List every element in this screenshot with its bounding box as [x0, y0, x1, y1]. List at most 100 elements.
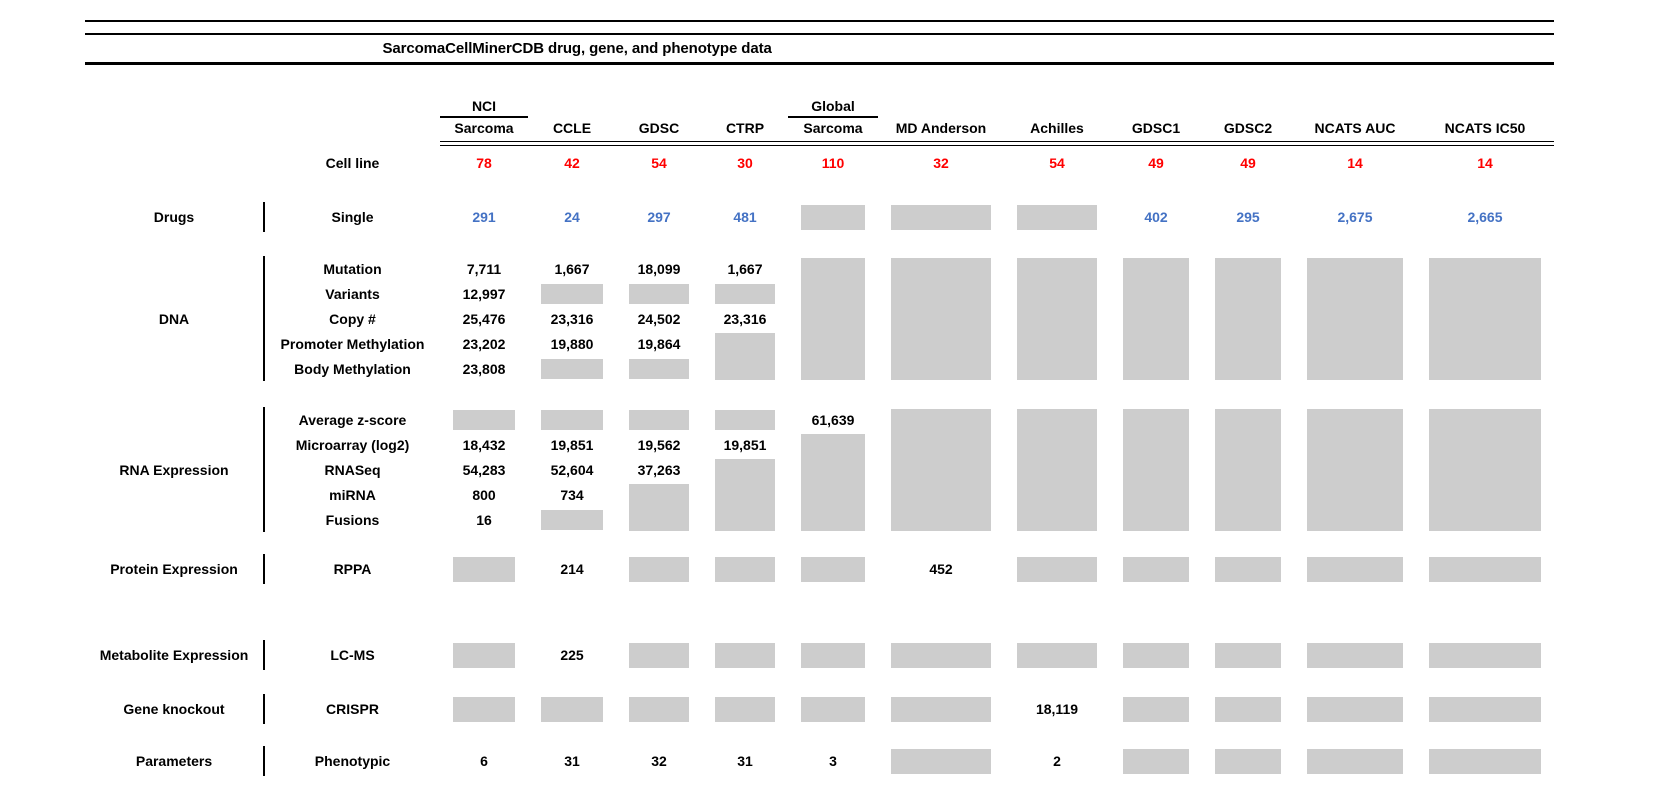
column-header-label: CTRP: [725, 120, 765, 137]
gray-box: [715, 556, 775, 582]
value-cell: 800: [472, 486, 496, 503]
row-label: Average z-score: [298, 411, 407, 428]
gray-box: [1429, 748, 1541, 774]
category-label: DNA: [85, 256, 265, 381]
title-row: SarcomaCellMinerCDB drug, gene, and phen…: [85, 35, 1554, 62]
gray-box: [801, 433, 865, 531]
column-header-label: GDSC1: [1131, 120, 1181, 137]
value-cell: 23,316: [723, 310, 767, 327]
gray-box: [629, 409, 689, 430]
value-cell: 54,283: [462, 461, 506, 478]
value-cell: 734: [560, 486, 584, 503]
gray-box: [1123, 257, 1189, 380]
gray-box: [629, 483, 689, 531]
column-header: Achilles: [1004, 120, 1110, 141]
gray-box: [1215, 257, 1281, 380]
row-label: Fusions: [325, 511, 380, 528]
cell-line-count: 49: [1148, 154, 1164, 171]
title-bottom-rule: [85, 62, 1554, 65]
column-header-top-label: Global: [788, 98, 878, 119]
value-cell: 23,202: [462, 335, 506, 352]
gray-box: [1017, 204, 1097, 230]
gray-box: [891, 257, 991, 380]
column-header-row: NCI Sarcoma CCLE GDSC CTRP Global Sarcoma MD An…: [85, 89, 1554, 146]
cell-line-count: 78: [476, 154, 492, 171]
column-header: GDSC1: [1110, 120, 1202, 141]
column-header: MD Anderson: [878, 120, 1004, 141]
value-cell: 37,263: [637, 461, 681, 478]
gray-box: [541, 409, 603, 430]
row-label: Copy #: [329, 310, 376, 327]
gray-box: [1017, 556, 1097, 582]
row-label: miRNA: [329, 486, 376, 503]
title-top-rule: [85, 33, 1554, 35]
cell-line-count: 49: [1240, 154, 1256, 171]
gray-box: [715, 332, 775, 380]
value-cell: 31: [564, 753, 580, 769]
cell-line-count: 14: [1477, 154, 1493, 171]
gray-box: [629, 642, 689, 668]
gray-box: [1215, 642, 1281, 668]
value-cell: 481: [733, 209, 757, 225]
gray-box: [1123, 748, 1189, 774]
row-label: RNASeq: [324, 461, 381, 478]
row-label: Microarray (log2): [295, 436, 410, 453]
category-label: RNA Expression: [85, 407, 265, 532]
column-header-label: MD Anderson: [895, 120, 987, 137]
section-grid: Protein Expression RPPA 214 452: [85, 554, 1554, 584]
row-label: Single: [331, 209, 374, 225]
gray-box: [1307, 696, 1403, 722]
value-cell: 23,316: [550, 310, 594, 327]
value-cell: 6: [480, 753, 488, 769]
gray-box: [1215, 748, 1281, 774]
value-cell: 2: [1053, 753, 1061, 769]
row-label: Body Methylation: [294, 360, 411, 377]
gray-box: [801, 642, 865, 668]
row-label: Promoter Methylation: [280, 335, 425, 352]
gray-box: [1429, 642, 1541, 668]
gray-box: [891, 204, 991, 230]
column-header: CTRP: [702, 120, 788, 141]
figure-title: SarcomaCellMinerCDB drug, gene, and phen…: [382, 40, 772, 57]
cell-line-label: Cell line: [325, 154, 380, 171]
gray-box: [715, 458, 775, 531]
value-cell: 18,099: [637, 260, 681, 277]
column-header-label: GDSC: [638, 120, 680, 137]
column-header-label: Sarcoma: [454, 120, 514, 137]
data-table: SarcomaCellMinerCDB drug, gene, and phen…: [85, 20, 1554, 776]
column-header: GDSC: [616, 120, 702, 141]
cell-line-count: 32: [933, 154, 949, 171]
cell-line-count: 110: [821, 154, 845, 171]
cell-line-count: 42: [564, 154, 580, 171]
gray-box: [801, 204, 865, 230]
gray-box: [715, 642, 775, 668]
column-header: GDSC2: [1202, 120, 1294, 141]
column-header-label: GDSC2: [1223, 120, 1273, 137]
value-cell: 19,864: [637, 335, 681, 352]
gray-box: [715, 409, 775, 430]
value-cell: 2,675: [1337, 209, 1373, 225]
gray-box: [1215, 556, 1281, 582]
value-cell: 12,997: [462, 285, 506, 302]
row-label: LC-MS: [330, 647, 375, 663]
value-cell: 25,476: [462, 310, 506, 327]
column-header-label: Achilles: [1030, 120, 1084, 137]
row-label: Mutation: [323, 260, 382, 277]
column-header-label: NCATS AUC: [1314, 120, 1396, 137]
gray-box: [1123, 556, 1189, 582]
cell-line-count: 54: [1049, 154, 1065, 171]
column-header: NCI Sarcoma: [440, 98, 528, 141]
value-cell: 452: [929, 561, 953, 577]
gray-box: [541, 283, 603, 304]
gray-box: [1429, 408, 1541, 531]
gray-box: [715, 283, 775, 304]
value-cell: 402: [1144, 209, 1168, 225]
row-label: RPPA: [333, 561, 372, 577]
section-grid: Parameters Phenotypic 6 31 32 31 3 2: [85, 746, 1554, 776]
figure-page: SarcomaCellMinerCDB drug, gene, and phen…: [85, 20, 1554, 776]
gray-box: [541, 696, 603, 722]
section-grid: Drugs Single 291 24 297 481 402 295 2,675 2,665: [85, 202, 1554, 232]
section-grid: RNA Expression Average z-score 61,639 Micro…: [85, 407, 1554, 532]
gray-box: [629, 283, 689, 304]
value-cell: 24: [564, 209, 580, 225]
